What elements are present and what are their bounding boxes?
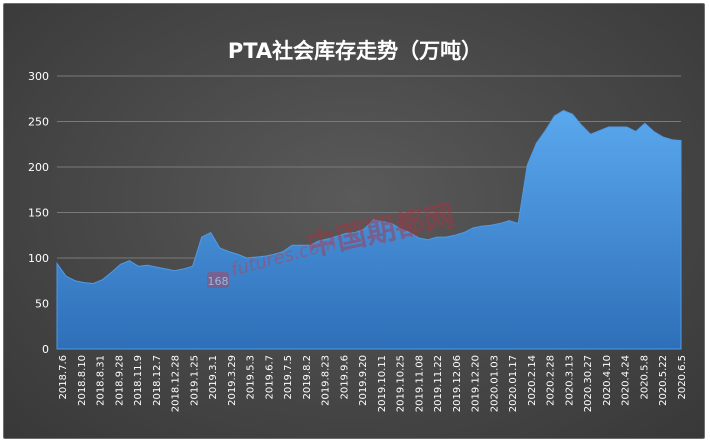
x-tick-label: 2019.9.20 [358, 355, 369, 406]
x-tick-label: 2019.6.7 [264, 355, 275, 400]
chart-frame: PTA社会库存走势（万吨） 中国期都网 168 futures.com 0 50 1… [3, 3, 705, 439]
x-tick-label: 2018.11.9 [133, 355, 144, 406]
x-tick-label: 2020.5.22 [658, 355, 669, 406]
x-tick-label: 2019.5.3 [246, 355, 257, 400]
x-tick-label: 2018.9.28 [114, 355, 125, 406]
x-tick-label: 2020.6.5 [677, 355, 688, 400]
x-tick-label: 2019.1.25 [189, 355, 200, 406]
watermark-badge: 168 [208, 275, 229, 288]
y-tick-label: 150 [28, 207, 49, 220]
y-tick-label: 200 [28, 161, 49, 174]
series-area [56, 110, 682, 350]
x-tick-label: 2019.3.29 [227, 355, 238, 406]
x-tick-label: 2020.01.17 [508, 355, 519, 412]
x-tick-label: 2019.10.25 [396, 355, 407, 412]
x-tick-label: 2019.11.08 [414, 355, 425, 412]
x-tick-label: 2018.7.6 [58, 355, 69, 400]
y-tick-label: 300 [28, 70, 49, 83]
x-tick-label: 2019.8.2 [302, 355, 313, 400]
x-tick-label: 2019.3.1 [208, 355, 219, 400]
y-tick-label: 50 [35, 298, 49, 311]
x-axis: 2018.7.6 2018.8.10 2018.8.31 2018.9.28 2018.… [58, 355, 688, 412]
x-tick-label: 2019.7.5 [283, 355, 294, 400]
x-tick-label: 2019.10.11 [377, 355, 388, 412]
x-tick-label: 2019.9.6 [339, 355, 350, 400]
x-tick-label: 2020.5.8 [639, 355, 650, 400]
x-tick-label: 2019.12.06 [452, 355, 463, 412]
x-tick-label: 2020.01.03 [489, 355, 500, 412]
watermark-badge-icon [207, 272, 229, 288]
x-tick-label: 2018.8.10 [77, 355, 88, 406]
x-tick-label: 2019.11.22 [433, 355, 444, 412]
x-tick-label: 2020.2.14 [527, 355, 538, 406]
x-tick-label: 2020.30.27 [583, 355, 594, 412]
x-tick-label: 2020.3.13 [564, 355, 575, 406]
x-tick-label: 2019.12.20 [471, 355, 482, 412]
x-tick-label: 2020.4.24 [621, 355, 632, 406]
area-series [56, 110, 682, 350]
x-tick-label: 2020.2.28 [546, 355, 557, 406]
chart-canvas: PTA社会库存走势（万吨） 中国期都网 168 futures.com 0501… [28, 39, 688, 412]
y-tick-label: 250 [28, 116, 49, 129]
y-axis: 0 50 100 150 200 250 300 [28, 70, 49, 356]
x-tick-label: 2018.12.7 [152, 355, 163, 406]
y-tick-label: 100 [28, 252, 49, 265]
chart-title: PTA社会库存走势（万吨） [228, 39, 482, 63]
x-tick-label: 2019.8.23 [321, 355, 332, 406]
y-tick-label: 0 [42, 343, 49, 356]
x-tick-label: 2018.8.31 [96, 355, 107, 406]
x-tick-label: 2020.4.10 [602, 355, 613, 406]
x-tick-label: 2018.12.28 [171, 355, 182, 412]
